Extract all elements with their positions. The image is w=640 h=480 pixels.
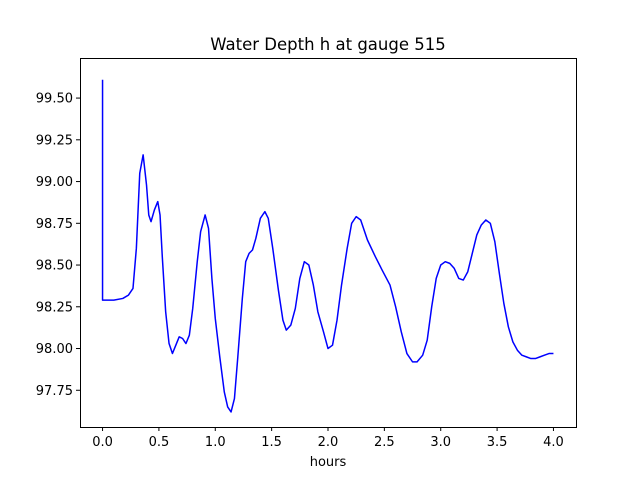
x-axis-label: hours — [310, 455, 347, 470]
x-axis: 0.0 0.5 1.0 1.5 2.0 2.5 3.0 3.5 4.0 — [92, 427, 564, 450]
y-tick-label: 98.75 — [36, 217, 73, 232]
x-tick-label: 0.0 — [92, 435, 113, 450]
y-tick-label: 98.25 — [36, 300, 73, 315]
y-tick-label: 98.50 — [36, 259, 73, 274]
x-tick-label: 1.5 — [261, 435, 282, 450]
x-tick-label: 2.0 — [318, 435, 339, 450]
x-tick-label: 3.0 — [430, 435, 451, 450]
plot-frame — [80, 58, 577, 428]
x-tick-label: 1.0 — [205, 435, 226, 450]
y-tick-label: 99.50 — [36, 92, 73, 107]
series-line-water-depth — [101, 79, 554, 413]
x-tick-label: 3.5 — [487, 435, 508, 450]
x-tick-label: 0.5 — [149, 435, 170, 450]
plot-area — [101, 79, 554, 413]
y-tick-label: 98.00 — [36, 342, 73, 357]
x-tick-label: 2.5 — [374, 435, 395, 450]
chart-title: Water Depth h at gauge 515 — [210, 35, 445, 54]
y-tick-label: 99.00 — [36, 175, 73, 190]
y-tick-label: 99.25 — [36, 133, 73, 148]
y-axis: 97.75 98.00 98.25 98.50 98.75 99.00 99.25 99.50 — [36, 92, 80, 399]
y-tick-label: 97.75 — [36, 384, 73, 399]
x-tick-label: 4.0 — [543, 435, 564, 450]
